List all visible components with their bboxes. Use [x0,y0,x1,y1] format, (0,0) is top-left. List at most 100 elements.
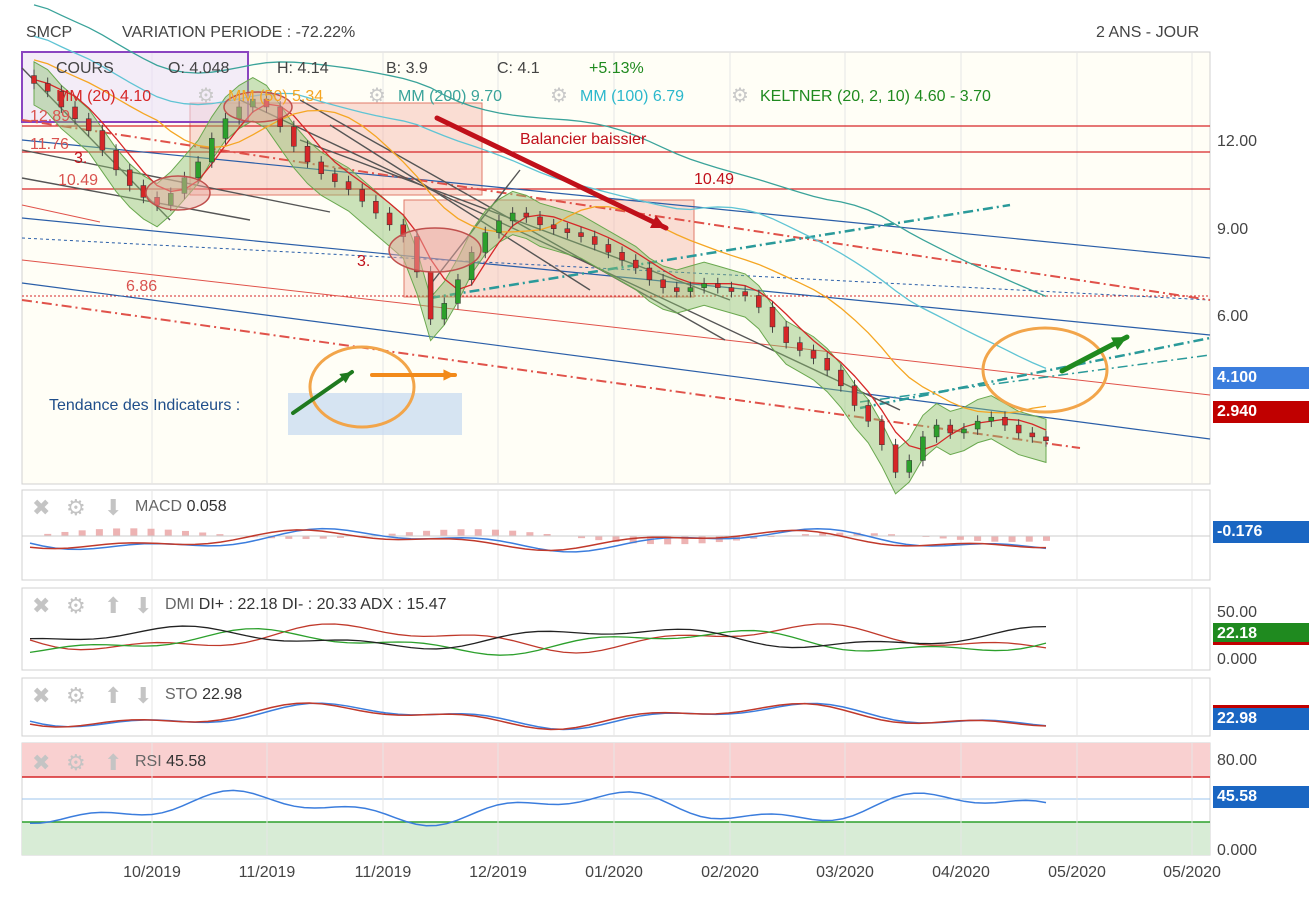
arrow-down-icon[interactable]: ⬇ [134,683,153,708]
close-icon[interactable]: ✖ [32,683,51,708]
candle [85,118,92,131]
close-icon[interactable]: ✖ [32,495,51,520]
sto-panel [21,677,1211,737]
macd-histogram-bar [1008,536,1016,542]
candle [851,385,858,406]
macd-histogram-bar [509,530,517,536]
gear-icon[interactable]: ⚙ [550,85,568,107]
sto-d-line [29,702,1047,731]
dmi-name: DMI [165,596,195,613]
legend-mm100[interactable]: MM (100) 6.79 [580,88,685,105]
macd-value: 0.058 [186,498,227,515]
macd-histogram-bar [78,530,86,536]
level-label-1049: 10.49 [694,171,735,188]
candle [304,146,311,163]
x-tick: 05/2020 [1163,864,1221,881]
candle [674,287,680,292]
macd-histogram-bar [95,529,103,536]
y-tick: 9.00 [1217,221,1249,238]
candle [99,130,106,151]
candle [31,75,37,84]
macd-histogram-bar [216,534,224,536]
bearish-arrow [434,115,669,231]
x-tick: 04/2020 [932,864,990,881]
macd-histogram-bar [939,536,947,539]
close-icon[interactable]: ✖ [32,750,51,775]
rsi-overbought-zone [22,743,1210,777]
annotation-ellipse [388,227,482,273]
candle [961,428,967,434]
macd-histogram-bar [578,536,586,539]
candle [58,91,65,108]
gear-icon[interactable]: ⚙ [66,593,86,618]
gear-icon[interactable]: ⚙ [66,750,86,775]
sto-badge: 22.98 [1213,705,1309,730]
annotation-ellipse [145,175,211,211]
macd-histogram-bar [250,536,258,538]
candle [509,212,516,222]
macd-histogram-bar [767,536,775,538]
period-selector[interactable]: 2 ANS - JOUR [1096,24,1200,41]
candle [605,244,612,253]
legend-keltner[interactable]: KELTNER (20, 2, 10) 4.60 - 3.70 [760,88,991,105]
macd-histogram-bar [336,536,344,538]
macd-histogram-bar [405,532,413,536]
sto-title: STO 22.98 [165,686,242,704]
macd-histogram-bar [888,534,896,536]
keltner-band [33,60,1047,495]
legend-cours[interactable]: COURS [56,60,114,77]
candle [373,200,379,214]
macd-histogram-bar [543,534,551,536]
breakout-arrow-head [1111,337,1127,350]
candle [920,436,926,461]
arrow-up-icon[interactable]: ⬆ [104,683,123,708]
x-tick: 12/2019 [469,864,527,881]
tendance-circle [308,345,416,429]
arrow-down-icon[interactable]: ⬇ [134,593,153,618]
x-tick: 05/2020 [1048,864,1106,881]
legend-mm50[interactable]: MM (50) 5.34 [228,88,324,105]
macd-histogram-bar [199,532,207,536]
gear-icon[interactable]: ⚙ [197,85,215,107]
price-badge: 4.100 [1213,367,1309,389]
gear-icon[interactable]: ⚙ [731,85,749,107]
gear-icon[interactable]: ⚙ [66,683,86,708]
short-red-line [21,204,101,223]
legend-mm20[interactable]: MM (20) 4.10 [56,88,152,105]
legend-highlight [21,51,249,123]
gear-icon[interactable]: ⚙ [368,85,386,107]
candle [988,416,995,422]
y-tick: 0.000 [1217,651,1258,668]
candle [44,83,51,92]
candle [345,181,352,190]
macd-histogram-bar [974,536,982,541]
candle [523,212,530,218]
legend-close: C: 4.1 [497,60,540,77]
trend-flat-arrow-head [443,369,455,381]
candle [974,420,981,430]
macd-line [29,527,1047,553]
rsi-badge: 45.58 [1213,786,1309,808]
legend-mm200[interactable]: MM (200) 9.70 [398,88,503,105]
macd-histogram-bar [1025,536,1033,542]
close-icon[interactable]: ✖ [32,593,51,618]
macd-histogram-bar [147,528,155,536]
gear-icon[interactable]: ⚙ [66,495,86,520]
candle [482,232,489,253]
arrow-up-icon[interactable]: ⬆ [104,593,123,618]
teal-trend-line [859,354,1211,403]
arrow-up-icon[interactable]: ⬆ [104,750,123,775]
candle [632,259,639,269]
macd-histogram-bar [113,528,121,536]
candle [769,307,776,328]
candle [209,138,215,163]
macd-badge: -0.176 [1213,521,1309,543]
wave-label-3: 3. [357,253,371,270]
level-label-1289: 12.89 [30,108,71,125]
arrow-down-icon[interactable]: ⬇ [104,495,123,520]
candle [1043,436,1049,442]
candle [496,220,502,233]
x-tick: 11/2019 [238,864,296,881]
highlight-circle [981,326,1109,414]
